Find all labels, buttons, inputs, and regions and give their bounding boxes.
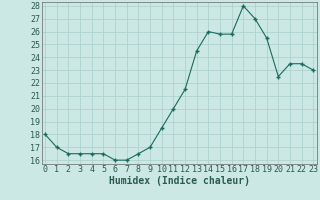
- X-axis label: Humidex (Indice chaleur): Humidex (Indice chaleur): [109, 176, 250, 186]
